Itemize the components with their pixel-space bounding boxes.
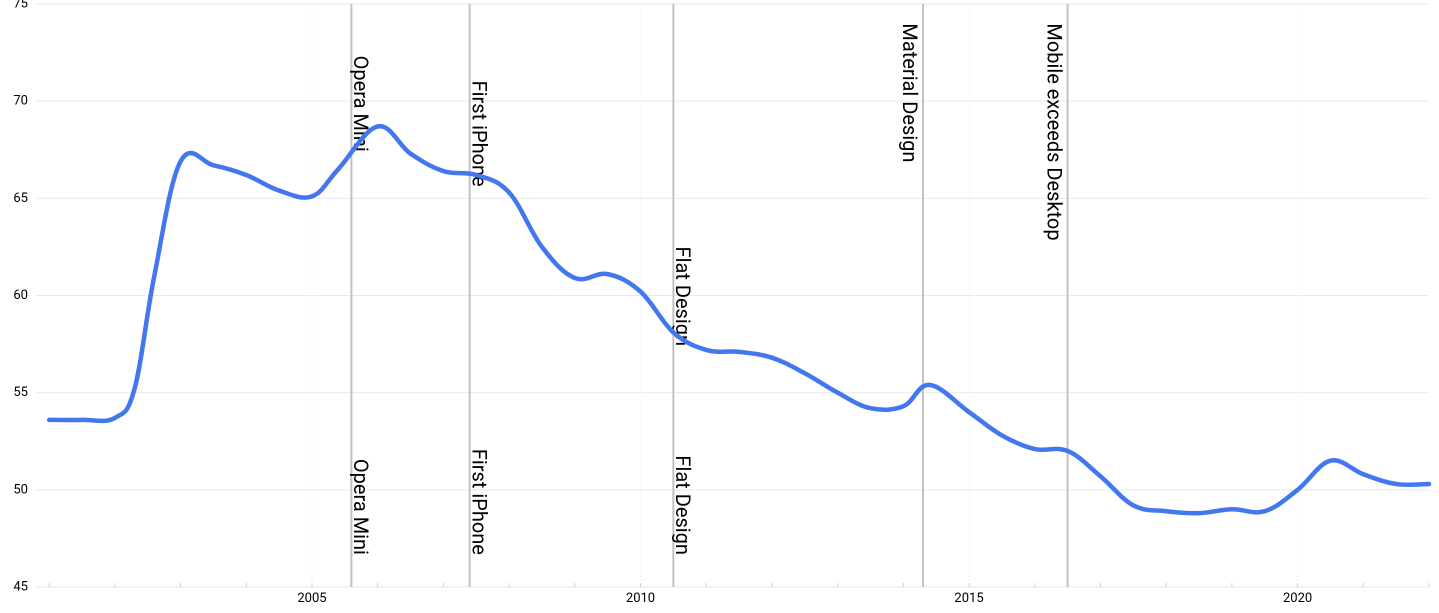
annotation-label: First iPhone: [467, 81, 491, 187]
annotation-label: Material Design: [898, 23, 922, 162]
x-tick-label: 2015: [954, 591, 983, 606]
annotation-label: First iPhone: [467, 449, 491, 555]
y-tick-label: 60: [13, 288, 28, 303]
annotation-label: Opera Mini: [349, 459, 373, 555]
y-tick-label: 65: [13, 191, 28, 206]
x-tick-label: 2005: [297, 591, 326, 606]
y-tick-label: 45: [13, 579, 28, 594]
annotation-label: Flat Design: [671, 455, 695, 555]
chart-container: 45 50 55 60 65 70 75 2005 2010 2015 2020 Opera Mini…: [0, 0, 1439, 613]
x-tick-label: 2020: [1283, 591, 1312, 606]
annotation-label: Mobile exceeds Desktop: [1042, 23, 1066, 240]
y-tick-label: 70: [13, 94, 28, 109]
x-tick-label: 2010: [626, 591, 655, 606]
y-tick-label: 55: [13, 385, 28, 400]
y-tick-label: 75: [13, 0, 28, 11]
y-tick-label: 50: [13, 482, 28, 497]
line-chart: 45 50 55 60 65 70 75 2005 2010 2015 2020 Opera Mini…: [0, 0, 1439, 613]
